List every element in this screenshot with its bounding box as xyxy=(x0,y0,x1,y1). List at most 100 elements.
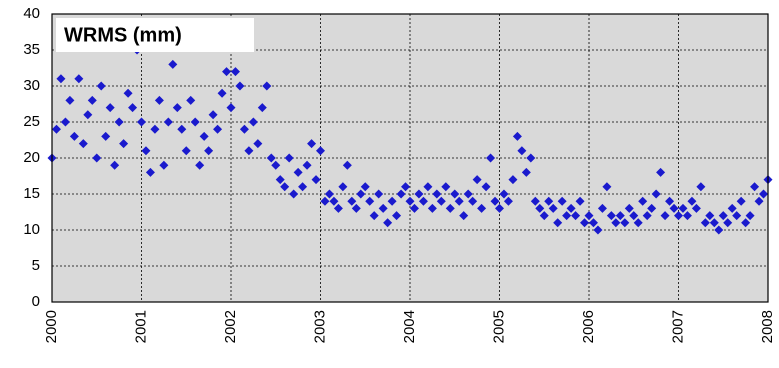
point xyxy=(347,196,357,206)
point xyxy=(418,196,428,206)
point xyxy=(239,124,249,134)
point xyxy=(96,81,106,91)
point xyxy=(266,153,276,163)
point xyxy=(280,182,290,192)
point xyxy=(459,211,469,221)
y-tick-label: 35 xyxy=(23,41,40,58)
point xyxy=(338,182,348,192)
point xyxy=(503,196,513,206)
point xyxy=(320,196,330,206)
x-tick-label: 2000 xyxy=(43,310,60,343)
point xyxy=(217,88,227,98)
point xyxy=(678,203,688,213)
point xyxy=(553,218,563,228)
point xyxy=(60,117,70,127)
point xyxy=(69,131,79,141)
point xyxy=(87,95,97,105)
point xyxy=(629,211,639,221)
point xyxy=(360,182,370,192)
x-tick-label: 2002 xyxy=(222,310,239,343)
point xyxy=(687,196,697,206)
point xyxy=(163,117,173,127)
point xyxy=(119,139,129,149)
point xyxy=(432,189,442,199)
point xyxy=(329,196,339,206)
point xyxy=(159,160,169,170)
point xyxy=(602,182,612,192)
point xyxy=(454,196,464,206)
point xyxy=(593,225,603,235)
point xyxy=(750,182,760,192)
point xyxy=(481,182,491,192)
point xyxy=(78,139,88,149)
point xyxy=(199,131,209,141)
point xyxy=(405,196,415,206)
point xyxy=(374,189,384,199)
point xyxy=(123,88,133,98)
point xyxy=(177,124,187,134)
x-tick-label: 2006 xyxy=(580,310,597,343)
point xyxy=(606,211,616,221)
point xyxy=(548,203,558,213)
point xyxy=(705,211,715,221)
point xyxy=(316,146,325,156)
point xyxy=(736,196,746,206)
y-tick-label: 10 xyxy=(23,221,40,238)
x-tick-label: 2004 xyxy=(401,310,418,343)
point xyxy=(114,117,124,127)
point xyxy=(105,103,115,113)
point xyxy=(137,117,146,127)
point xyxy=(244,146,254,156)
point xyxy=(521,167,531,177)
point xyxy=(253,139,263,149)
point xyxy=(754,196,764,206)
point xyxy=(638,196,648,206)
point xyxy=(633,218,643,228)
x-tick-label: 2005 xyxy=(490,310,507,343)
point xyxy=(262,81,272,91)
point xyxy=(512,131,522,141)
point xyxy=(307,139,317,149)
point xyxy=(195,160,205,170)
plot-frame xyxy=(51,13,769,303)
point xyxy=(562,211,572,221)
point xyxy=(656,167,666,177)
point xyxy=(490,196,500,206)
point xyxy=(222,67,232,77)
y-tick-label: 20 xyxy=(23,149,40,166)
point xyxy=(557,196,567,206)
point xyxy=(186,95,196,105)
point xyxy=(213,124,223,134)
point xyxy=(517,146,527,156)
point xyxy=(190,117,200,127)
point xyxy=(709,218,719,228)
point xyxy=(383,218,393,228)
point xyxy=(597,203,607,213)
point xyxy=(499,189,509,199)
title-box xyxy=(56,18,254,52)
point xyxy=(486,153,496,163)
point xyxy=(544,196,554,206)
point xyxy=(615,211,625,221)
point xyxy=(333,203,343,213)
point xyxy=(235,81,245,91)
y-tick-label: 15 xyxy=(23,185,40,202)
point xyxy=(714,225,724,235)
point xyxy=(302,160,312,170)
point xyxy=(311,175,321,185)
point xyxy=(665,196,675,206)
point xyxy=(284,153,294,163)
point xyxy=(759,189,769,199)
point xyxy=(150,124,160,134)
point xyxy=(530,196,540,206)
point xyxy=(463,189,473,199)
point xyxy=(727,203,737,213)
point xyxy=(409,203,419,213)
point xyxy=(248,117,258,127)
point xyxy=(682,211,692,221)
point xyxy=(172,103,182,113)
point xyxy=(427,203,437,213)
point xyxy=(154,95,164,105)
x-tick-label: 2001 xyxy=(132,310,149,343)
x-tick-label: 2003 xyxy=(311,310,328,343)
